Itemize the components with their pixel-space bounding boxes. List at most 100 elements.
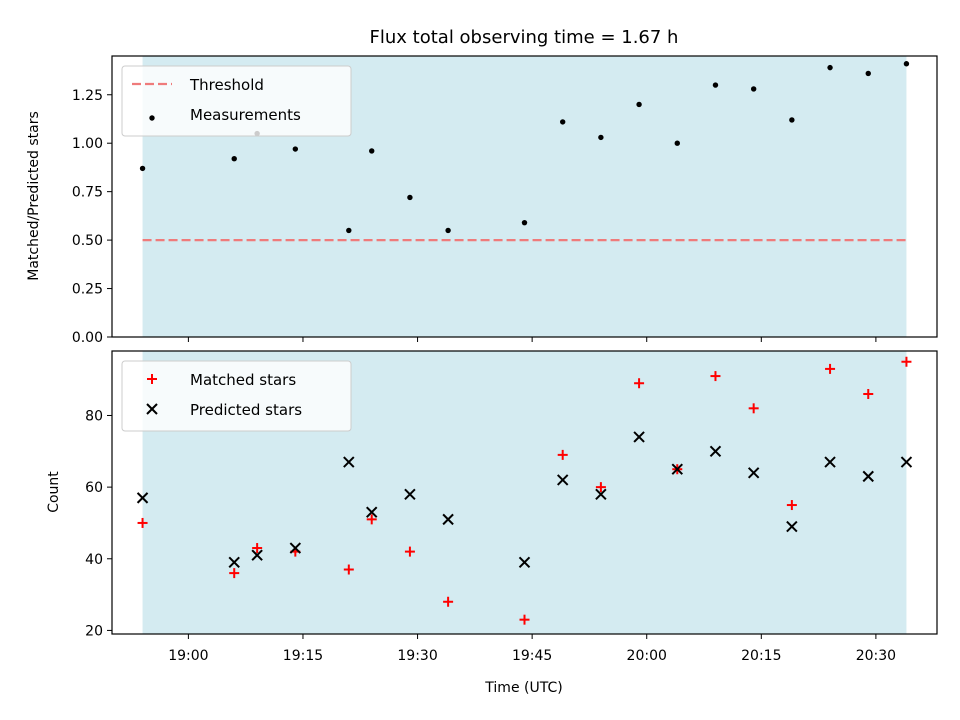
measurements-point xyxy=(407,194,413,201)
predicted-stars-point xyxy=(786,520,798,533)
legend-measurements-swatch xyxy=(149,115,155,121)
measurements-point xyxy=(903,61,910,67)
cross-stroke-b xyxy=(556,474,569,486)
matched-stars-point xyxy=(519,614,530,625)
y-tick-label: 60 xyxy=(85,480,103,496)
matched-stars-point xyxy=(229,568,240,579)
measurements-point xyxy=(292,146,299,152)
cross-stroke-b xyxy=(747,467,760,479)
matched-stars-point xyxy=(595,482,606,493)
cross-stroke-b xyxy=(900,456,913,468)
counts-panel: 20 40 60 80 19:00 19:15 19:30 19:45 20:00 20:15 20… xyxy=(46,350,938,664)
y-tick-label: 1.00 xyxy=(72,136,103,152)
matched-stars-point xyxy=(710,371,721,382)
cross-stroke-b xyxy=(518,556,531,569)
y-tick-label: 0.00 xyxy=(72,330,103,346)
x-tick-label: 20:30 xyxy=(856,648,896,664)
measurements-point xyxy=(636,101,642,108)
legend-box xyxy=(121,360,352,432)
legend-label-measurements: Measurements xyxy=(190,106,301,124)
matched-stars-point xyxy=(863,388,874,399)
predicted-stars-point xyxy=(671,463,683,475)
matched-stars-point xyxy=(252,543,263,554)
measurements-point xyxy=(521,219,528,226)
cross-stroke-b xyxy=(709,445,722,458)
predicted-stars-point xyxy=(824,456,836,468)
y-axis-label: Count xyxy=(46,471,62,513)
legend: Threshold Measurements xyxy=(121,65,352,137)
cross-stroke-b xyxy=(862,470,874,483)
axes-frame xyxy=(111,55,938,338)
cross-stroke-b xyxy=(595,488,607,500)
x-tick-label: 19:30 xyxy=(397,648,437,664)
legend: Matched stars Predicted stars xyxy=(121,360,352,432)
cross-stroke-b xyxy=(343,456,355,468)
cross-stroke-b xyxy=(366,506,378,518)
legend-predicted-swatch-b xyxy=(146,403,158,415)
x-tick-label: 19:15 xyxy=(283,648,323,664)
predicted-stars-point xyxy=(404,488,416,500)
axes-frame xyxy=(111,350,938,635)
measurements-point xyxy=(346,227,352,234)
matched-stars-point xyxy=(557,449,568,460)
cross-stroke-b xyxy=(442,513,454,526)
predicted-stars-point xyxy=(862,470,874,483)
legend-box xyxy=(121,65,352,137)
legend-label-threshold: Threshold xyxy=(189,76,264,94)
y-tick-label: 20 xyxy=(85,623,103,639)
predicted-stars-point xyxy=(518,556,531,569)
cross-stroke-b xyxy=(228,556,240,569)
predicted-stars-point xyxy=(900,456,913,468)
cross-stroke-b xyxy=(289,542,302,554)
measurements-point xyxy=(674,140,680,146)
measurements-point xyxy=(789,117,795,123)
matched-stars-point xyxy=(634,378,645,389)
predicted-stars-point xyxy=(633,431,645,443)
measurements-point xyxy=(827,64,833,71)
matched-stars-point xyxy=(786,500,797,511)
measurements-point xyxy=(369,148,375,154)
measurements-point xyxy=(865,70,871,77)
y-tick-label: 1.25 xyxy=(72,88,103,104)
matched-stars-point xyxy=(137,517,148,528)
y-tick-label: 40 xyxy=(85,552,103,568)
measurements-point xyxy=(445,227,451,234)
chart-title: Flux total observing time = 1.67 h xyxy=(370,27,679,48)
matched-stars-point xyxy=(343,564,354,575)
matched-stars-point xyxy=(825,363,836,374)
predicted-stars-point xyxy=(366,506,378,518)
cross-stroke-b xyxy=(633,431,645,443)
x-tick-label: 20:00 xyxy=(627,648,667,664)
measurements-point xyxy=(750,86,757,92)
measurements-point xyxy=(712,82,719,88)
y-tick-label: 80 xyxy=(85,408,103,424)
y-tick-label: 0.50 xyxy=(72,233,103,249)
cross-stroke-b xyxy=(404,488,416,500)
matched-stars-point xyxy=(748,403,759,414)
measurements-point xyxy=(139,165,146,172)
predicted-stars-point xyxy=(747,467,760,479)
predicted-stars-point xyxy=(556,474,569,486)
predicted-stars-point xyxy=(228,556,240,569)
x-tick-label: 20:15 xyxy=(741,648,781,664)
cross-stroke-b xyxy=(824,456,836,468)
predicted-stars-point xyxy=(709,445,722,458)
measurements-point xyxy=(598,134,604,141)
x-axis-label: Time (UTC) xyxy=(484,680,562,696)
predicted-stars-point xyxy=(595,488,607,500)
measurements-point xyxy=(559,119,566,125)
x-tick-label: 19:00 xyxy=(168,648,208,664)
predicted-stars-point xyxy=(343,456,355,468)
cross-stroke-b xyxy=(786,520,798,533)
measurements-point xyxy=(231,156,237,162)
y-tick-label: 0.75 xyxy=(72,185,103,201)
cross-stroke-b xyxy=(136,492,149,504)
predicted-stars-point xyxy=(136,492,149,504)
matched-stars-point xyxy=(404,546,415,557)
predicted-stars-point xyxy=(442,513,454,526)
x-tick-label: 19:45 xyxy=(512,648,552,664)
predicted-stars-point xyxy=(251,549,263,561)
matched-stars-point xyxy=(901,356,912,367)
y-tick-label: 0.25 xyxy=(72,282,103,298)
